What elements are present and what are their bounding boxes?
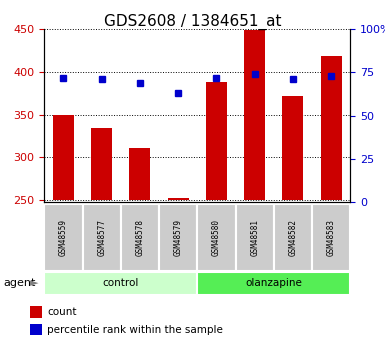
Text: GDS2608 / 1384651_at: GDS2608 / 1384651_at — [104, 14, 281, 30]
Bar — [30, 306, 42, 318]
Text: GSM48577: GSM48577 — [97, 219, 106, 256]
Bar — [283, 96, 303, 200]
Bar — [198, 272, 350, 295]
Text: control: control — [103, 278, 139, 288]
Text: GSM48583: GSM48583 — [327, 219, 336, 256]
Bar — [312, 204, 350, 271]
Bar — [236, 204, 274, 271]
Bar — [44, 272, 198, 295]
Bar — [159, 204, 198, 271]
Bar — [206, 82, 227, 200]
Text: olanzapine: olanzapine — [245, 278, 302, 288]
Text: GSM48578: GSM48578 — [136, 219, 144, 256]
Bar — [167, 198, 189, 200]
Text: GSM48559: GSM48559 — [59, 219, 68, 256]
Bar — [274, 204, 312, 271]
Bar — [129, 148, 151, 200]
Bar — [198, 204, 236, 271]
Text: GSM48582: GSM48582 — [288, 219, 298, 256]
Bar — [53, 115, 74, 200]
Bar — [244, 30, 265, 200]
Text: GSM48581: GSM48581 — [250, 219, 259, 256]
Text: agent: agent — [4, 278, 36, 288]
Bar — [82, 204, 121, 271]
Bar — [321, 56, 342, 200]
Text: ►: ► — [30, 278, 38, 288]
Text: GSM48579: GSM48579 — [174, 219, 183, 256]
Text: percentile rank within the sample: percentile rank within the sample — [47, 325, 223, 335]
Bar — [121, 204, 159, 271]
Text: count: count — [47, 307, 77, 317]
Text: GSM48580: GSM48580 — [212, 219, 221, 256]
Bar — [91, 128, 112, 200]
Bar — [44, 204, 82, 271]
Bar — [30, 324, 42, 335]
